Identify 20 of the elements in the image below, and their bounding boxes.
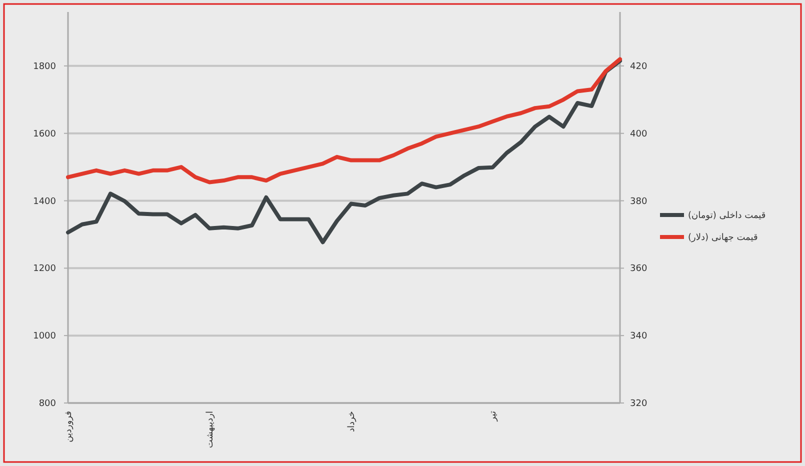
y2-tick-label: 380 [630, 196, 648, 207]
x-tick-label: تیر [488, 410, 499, 422]
line-series [66, 58, 622, 244]
line-series [66, 57, 622, 184]
legend-label: قیمت داخلی (تومان) [688, 211, 766, 221]
y-tick-label: 1200 [33, 264, 56, 274]
y-tick-label: 1600 [33, 129, 56, 140]
y2-tick-label: 340 [630, 332, 648, 342]
y-tick-label: 1400 [33, 196, 56, 207]
y-tick-label: 1000 [33, 332, 56, 342]
y2-tick-label: 400 [630, 129, 648, 140]
x-tick-label: خرداد [347, 411, 358, 432]
y2-tick-label: 420 [630, 62, 648, 72]
y2-tick-label: 360 [630, 264, 648, 274]
x-tick-label: اردیبهشت [206, 411, 216, 448]
y-tick-label: 800 [38, 399, 56, 409]
legend-label: قیمت جهانی (دلار) [688, 233, 758, 243]
x-tick-label: فروردین [64, 411, 74, 442]
y-tick-label: 1800 [33, 62, 56, 72]
y2-tick-label: 320 [630, 399, 648, 409]
